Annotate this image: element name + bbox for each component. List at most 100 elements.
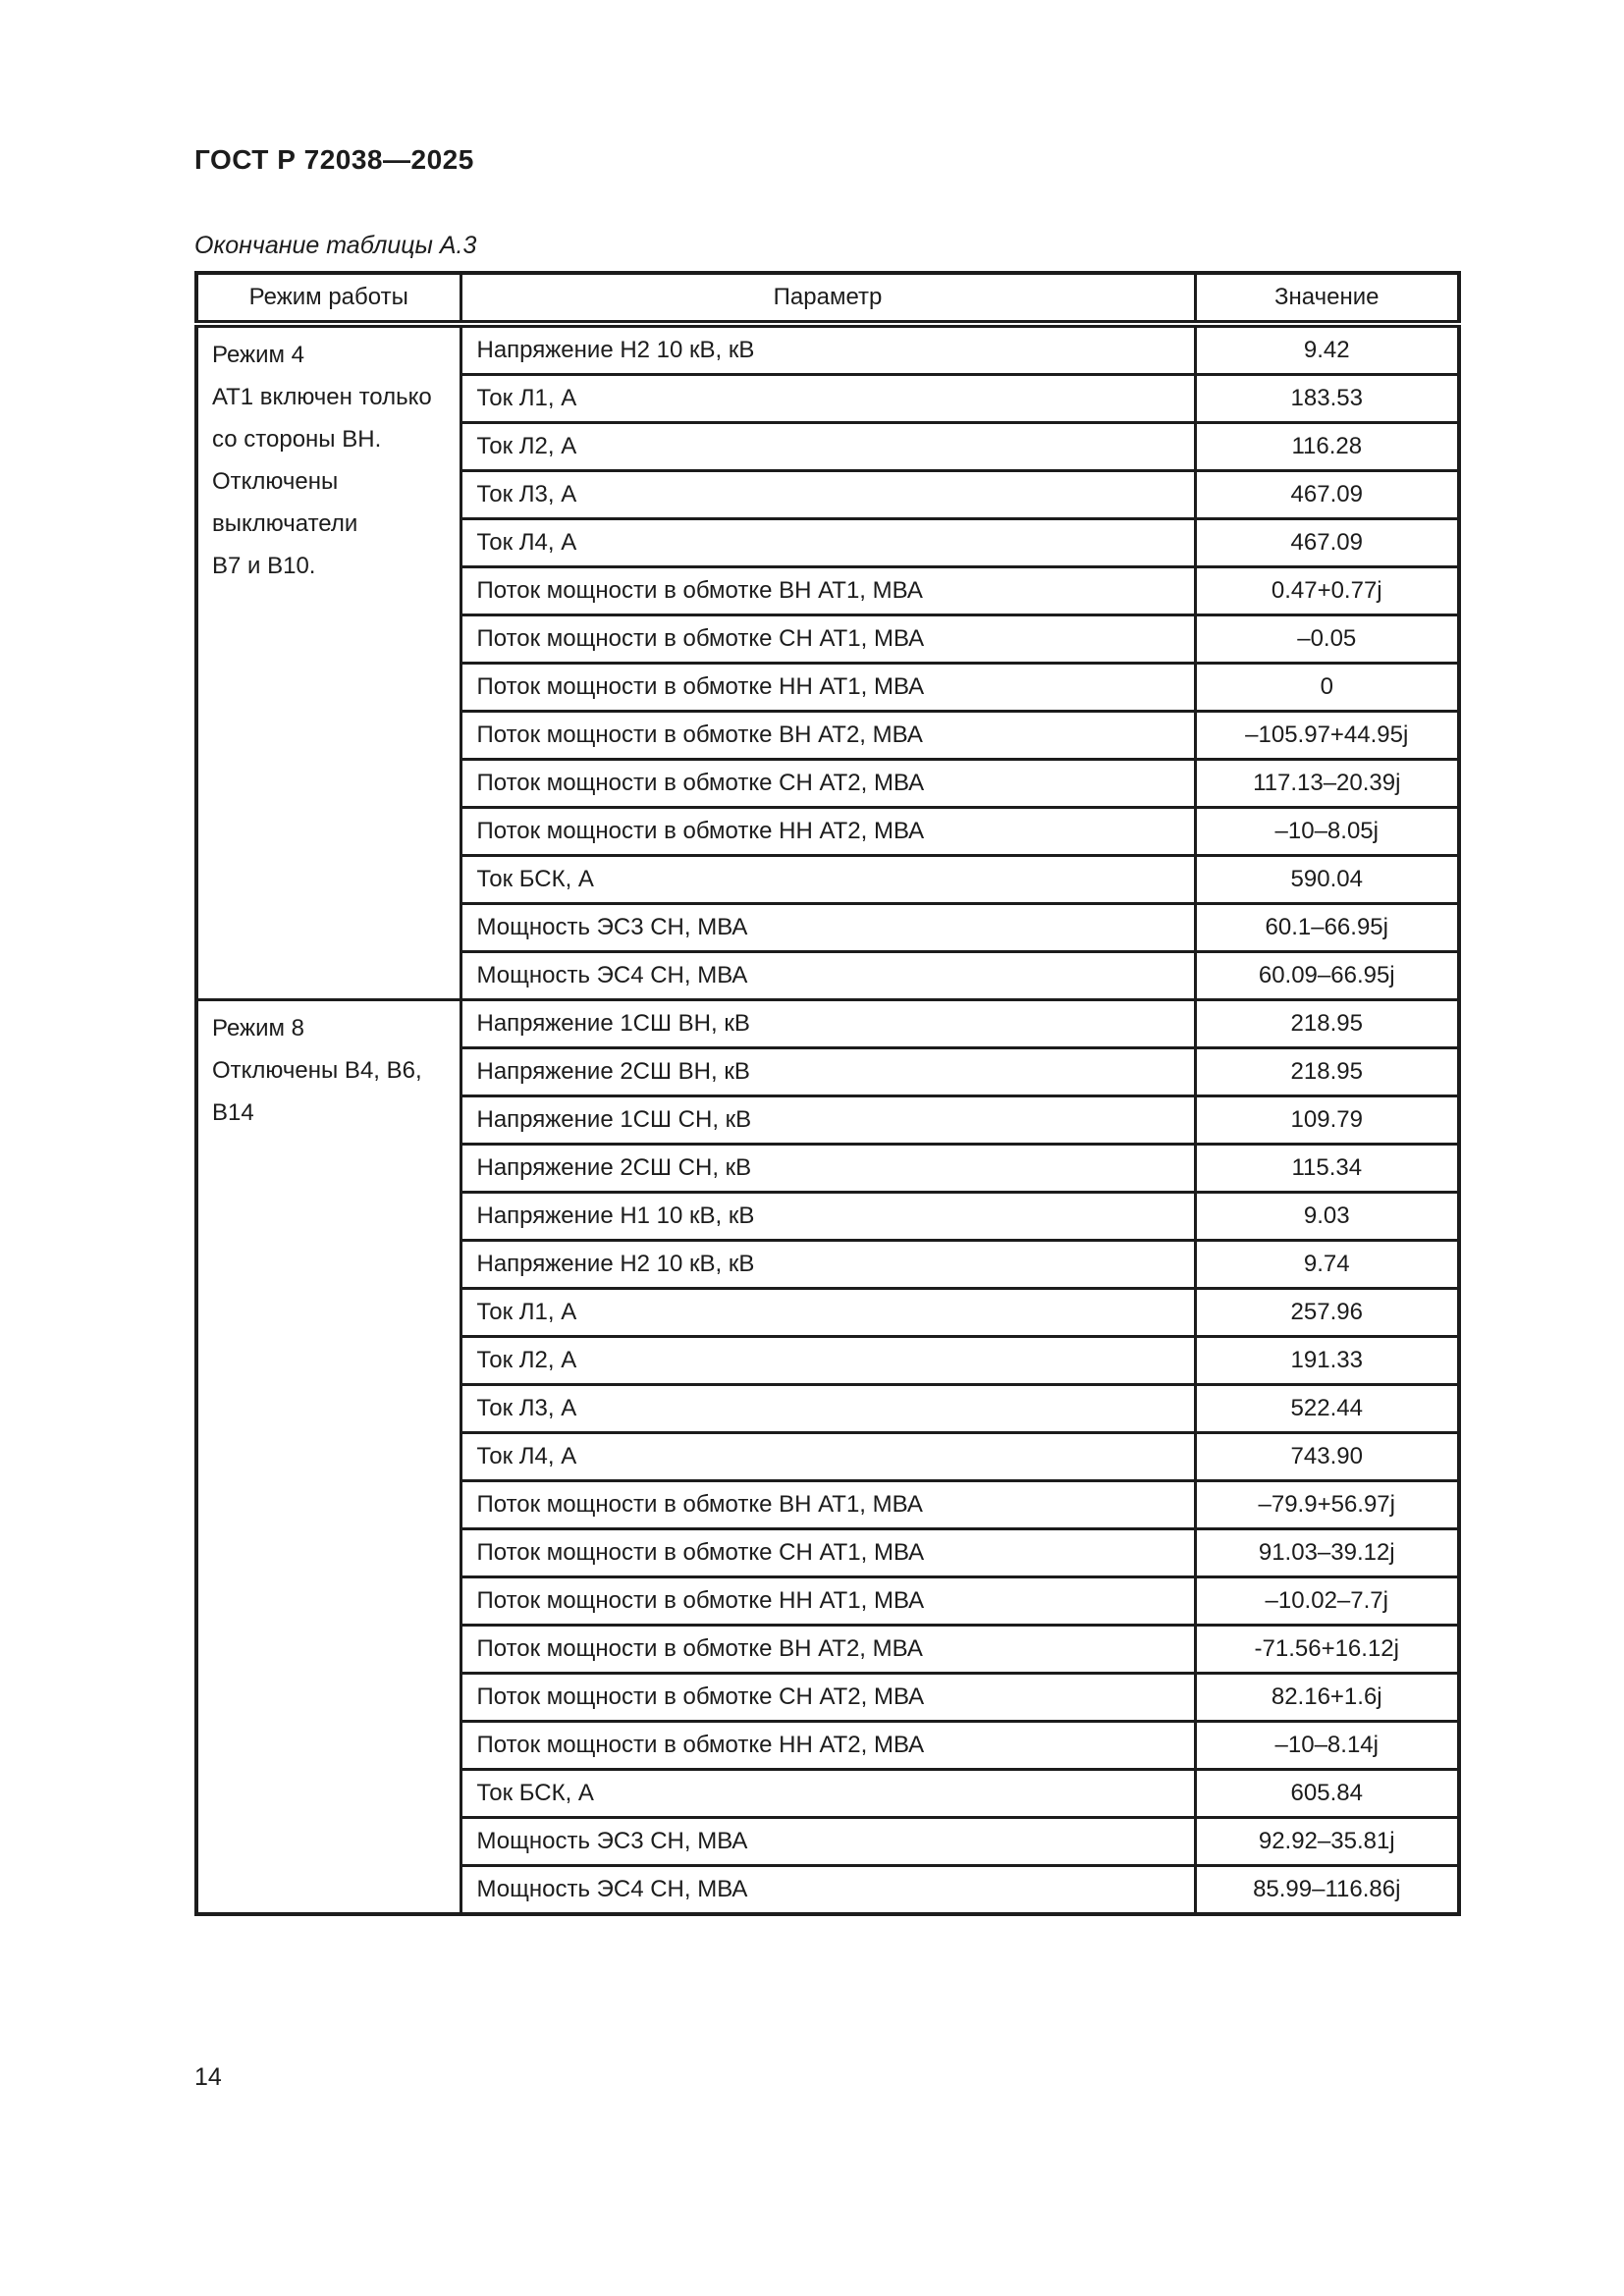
value-cell: 218.95 bbox=[1193, 998, 1461, 1049]
param-cell: Ток Л1, А bbox=[459, 373, 1197, 424]
table-row: Ток Л4, А 467.09 bbox=[196, 517, 1461, 568]
table-caption: Окончание таблицы А.3 bbox=[194, 232, 477, 259]
table-row: Ток Л3, А 467.09 bbox=[196, 469, 1461, 520]
value-cell: 0.47+0.77j bbox=[1193, 565, 1461, 616]
value-cell: 191.33 bbox=[1193, 1335, 1461, 1386]
param-cell: Поток мощности в обмотке ВН АТ2, МВА bbox=[459, 710, 1197, 761]
table-row: Мощность ЭС3 СН, МВА 92.92–35.81j bbox=[196, 1816, 1461, 1867]
table-row: Мощность ЭС4 СН, МВА 85.99–116.86j bbox=[196, 1864, 1461, 1916]
param-cell: Мощность ЭС3 СН, МВА bbox=[459, 902, 1197, 953]
mode-line: Режим 8 bbox=[212, 1015, 305, 1041]
table-row: Поток мощности в обмотке СН АТ2, МВА 82.1… bbox=[196, 1672, 1461, 1723]
param-cell: Поток мощности в обмотке ВН АТ2, МВА bbox=[459, 1624, 1197, 1675]
table-row: Мощность ЭС4 СН, МВА 60.09–66.95j bbox=[196, 950, 1461, 1001]
param-cell: Мощность ЭС3 СН, МВА bbox=[459, 1816, 1197, 1867]
param-cell: Ток Л4, А bbox=[459, 517, 1197, 568]
mode-line: Отключены bbox=[212, 468, 339, 495]
param-cell: Напряжение Н2 10 кВ, кВ bbox=[459, 1239, 1197, 1290]
param-cell: Напряжение Н1 10 кВ, кВ bbox=[459, 1191, 1197, 1242]
table-row: Ток Л2, А 191.33 bbox=[196, 1335, 1461, 1386]
table-row: Ток Л2, А 116.28 bbox=[196, 421, 1461, 472]
value-cell: -71.56+16.12j bbox=[1193, 1624, 1461, 1675]
table-row: Режим 8 Отключены В4, В6, В14 Напряжение 1С… bbox=[194, 998, 1461, 1916]
param-cell: Поток мощности в обмотке ВН АТ1, МВА bbox=[459, 1479, 1197, 1530]
value-cell: 183.53 bbox=[1193, 373, 1461, 424]
param-cell: Поток мощности в обмотке НН АТ1, МВА bbox=[459, 662, 1197, 713]
param-cell: Поток мощности в обмотке СН АТ2, МВА bbox=[459, 758, 1197, 809]
param-cell: Напряжение 1СШ СН, кВ bbox=[459, 1095, 1197, 1146]
value-cell: 115.34 bbox=[1193, 1143, 1461, 1194]
param-cell: Ток Л1, А bbox=[459, 1287, 1197, 1338]
param-cell: Ток Л4, А bbox=[459, 1431, 1197, 1482]
table-row: Напряжение 2СШ СН, кВ 115.34 bbox=[196, 1143, 1461, 1194]
value-cell: 85.99–116.86j bbox=[1193, 1864, 1461, 1916]
mode-line: В7 и В10. bbox=[212, 553, 316, 579]
value-cell: –0.05 bbox=[1193, 614, 1461, 665]
value-cell: –10–8.14j bbox=[1193, 1720, 1461, 1771]
value-cell: 117.13–20.39j bbox=[1193, 758, 1461, 809]
page-number: 14 bbox=[194, 2063, 222, 2091]
param-cell: Поток мощности в обмотке НН АТ2, МВА bbox=[459, 806, 1197, 857]
table-body: Режим 4 АТ1 включен только со стороны ВН. О… bbox=[194, 322, 1461, 1916]
table-row: Поток мощности в обмотке СН АТ1, МВА 91.0… bbox=[196, 1527, 1461, 1578]
param-cell: Поток мощности в обмотке СН АТ1, МВА bbox=[459, 614, 1197, 665]
table-row: Напряжение Н2 10 кВ, кВ 9.74 bbox=[196, 1239, 1461, 1290]
param-cell: Ток Л2, А bbox=[459, 1335, 1197, 1386]
value-cell: 60.09–66.95j bbox=[1193, 950, 1461, 1001]
col-header-value: Значение bbox=[1193, 271, 1461, 328]
param-cell: Поток мощности в обмотке НН АТ2, МВА bbox=[459, 1720, 1197, 1771]
param-cell: Напряжение 2СШ СН, кВ bbox=[459, 1143, 1197, 1194]
table-row: Поток мощности в обмотке НН АТ1, МВА 0 bbox=[196, 662, 1461, 713]
param-cell: Ток БСК, А bbox=[459, 1768, 1197, 1819]
col-header-param: Параметр bbox=[459, 271, 1197, 328]
param-cell: Напряжение 1СШ ВН, кВ bbox=[459, 998, 1197, 1049]
col-header-mode: Режим работы bbox=[194, 271, 462, 328]
value-cell: 257.96 bbox=[1193, 1287, 1461, 1338]
param-cell: Ток БСК, А bbox=[459, 854, 1197, 905]
mode-line: АТ1 включен только bbox=[212, 384, 432, 410]
param-cell: Поток мощности в обмотке ВН АТ1, МВА bbox=[459, 565, 1197, 616]
value-cell: –10.02–7.7j bbox=[1193, 1575, 1461, 1627]
table-row: Напряжение 1СШ СН, кВ 109.79 bbox=[196, 1095, 1461, 1146]
param-cell: Ток Л3, А bbox=[459, 469, 1197, 520]
table-row: Ток Л1, А 183.53 bbox=[196, 373, 1461, 424]
param-cell: Мощность ЭС4 СН, МВА bbox=[459, 1864, 1197, 1916]
table-row: Ток Л1, А 257.96 bbox=[196, 1287, 1461, 1338]
param-cell: Ток Л3, А bbox=[459, 1383, 1197, 1434]
value-cell: 467.09 bbox=[1193, 469, 1461, 520]
mode-cell: Режим 4 АТ1 включен только со стороны ВН. О… bbox=[194, 322, 462, 1001]
table-row: Режим 4 АТ1 включен только со стороны ВН. О… bbox=[194, 322, 1461, 1001]
table-row: Поток мощности в обмотке НН АТ2, МВА –10–… bbox=[196, 1720, 1461, 1771]
table-row: Напряжение Н1 10 кВ, кВ 9.03 bbox=[196, 1191, 1461, 1242]
value-cell: –105.97+44.95j bbox=[1193, 710, 1461, 761]
table-row: Поток мощности в обмотке ВН АТ2, МВА -71.… bbox=[196, 1624, 1461, 1675]
table-row: Поток мощности в обмотке СН АТ1, МВА –0.0… bbox=[196, 614, 1461, 665]
mode-line: Отключены В4, В6, bbox=[212, 1057, 422, 1084]
value-cell: 9.42 bbox=[1193, 322, 1461, 376]
table-row: Поток мощности в обмотке ВН АТ1, МВА 0.47… bbox=[196, 565, 1461, 616]
value-cell: –79.9+56.97j bbox=[1193, 1479, 1461, 1530]
param-cell: Напряжение Н2 10 кВ, кВ bbox=[459, 322, 1197, 376]
value-cell: 109.79 bbox=[1193, 1095, 1461, 1146]
doc-code: ГОСТ Р 72038—2025 bbox=[194, 144, 474, 175]
table-row: Напряжение 2СШ ВН, кВ 218.95 bbox=[196, 1046, 1461, 1097]
table-row: Поток мощности в обмотке ВН АТ2, МВА –105… bbox=[196, 710, 1461, 761]
param-cell: Поток мощности в обмотке НН АТ1, МВА bbox=[459, 1575, 1197, 1627]
param-cell: Ток Л2, А bbox=[459, 421, 1197, 472]
mode-line: со стороны ВН. bbox=[212, 426, 382, 453]
value-cell: 9.74 bbox=[1193, 1239, 1461, 1290]
value-cell: 82.16+1.6j bbox=[1193, 1672, 1461, 1723]
param-cell: Поток мощности в обмотке СН АТ2, МВА bbox=[459, 1672, 1197, 1723]
value-cell: 60.1–66.95j bbox=[1193, 902, 1461, 953]
table-row: Поток мощности в обмотке НН АТ2, МВА –10–… bbox=[196, 806, 1461, 857]
param-cell: Напряжение 2СШ ВН, кВ bbox=[459, 1046, 1197, 1097]
value-cell: 9.03 bbox=[1193, 1191, 1461, 1242]
table-row: Ток БСК, А 590.04 bbox=[196, 854, 1461, 905]
table-row: Ток Л4, А 743.90 bbox=[196, 1431, 1461, 1482]
value-cell: 467.09 bbox=[1193, 517, 1461, 568]
table-row: Ток Л3, А 522.44 bbox=[196, 1383, 1461, 1434]
param-cell: Мощность ЭС4 СН, МВА bbox=[459, 950, 1197, 1001]
table-row: Мощность ЭС3 СН, МВА 60.1–66.95j bbox=[196, 902, 1461, 953]
table-row: Поток мощности в обмотке ВН АТ1, МВА –79.… bbox=[196, 1479, 1461, 1530]
value-cell: 116.28 bbox=[1193, 421, 1461, 472]
